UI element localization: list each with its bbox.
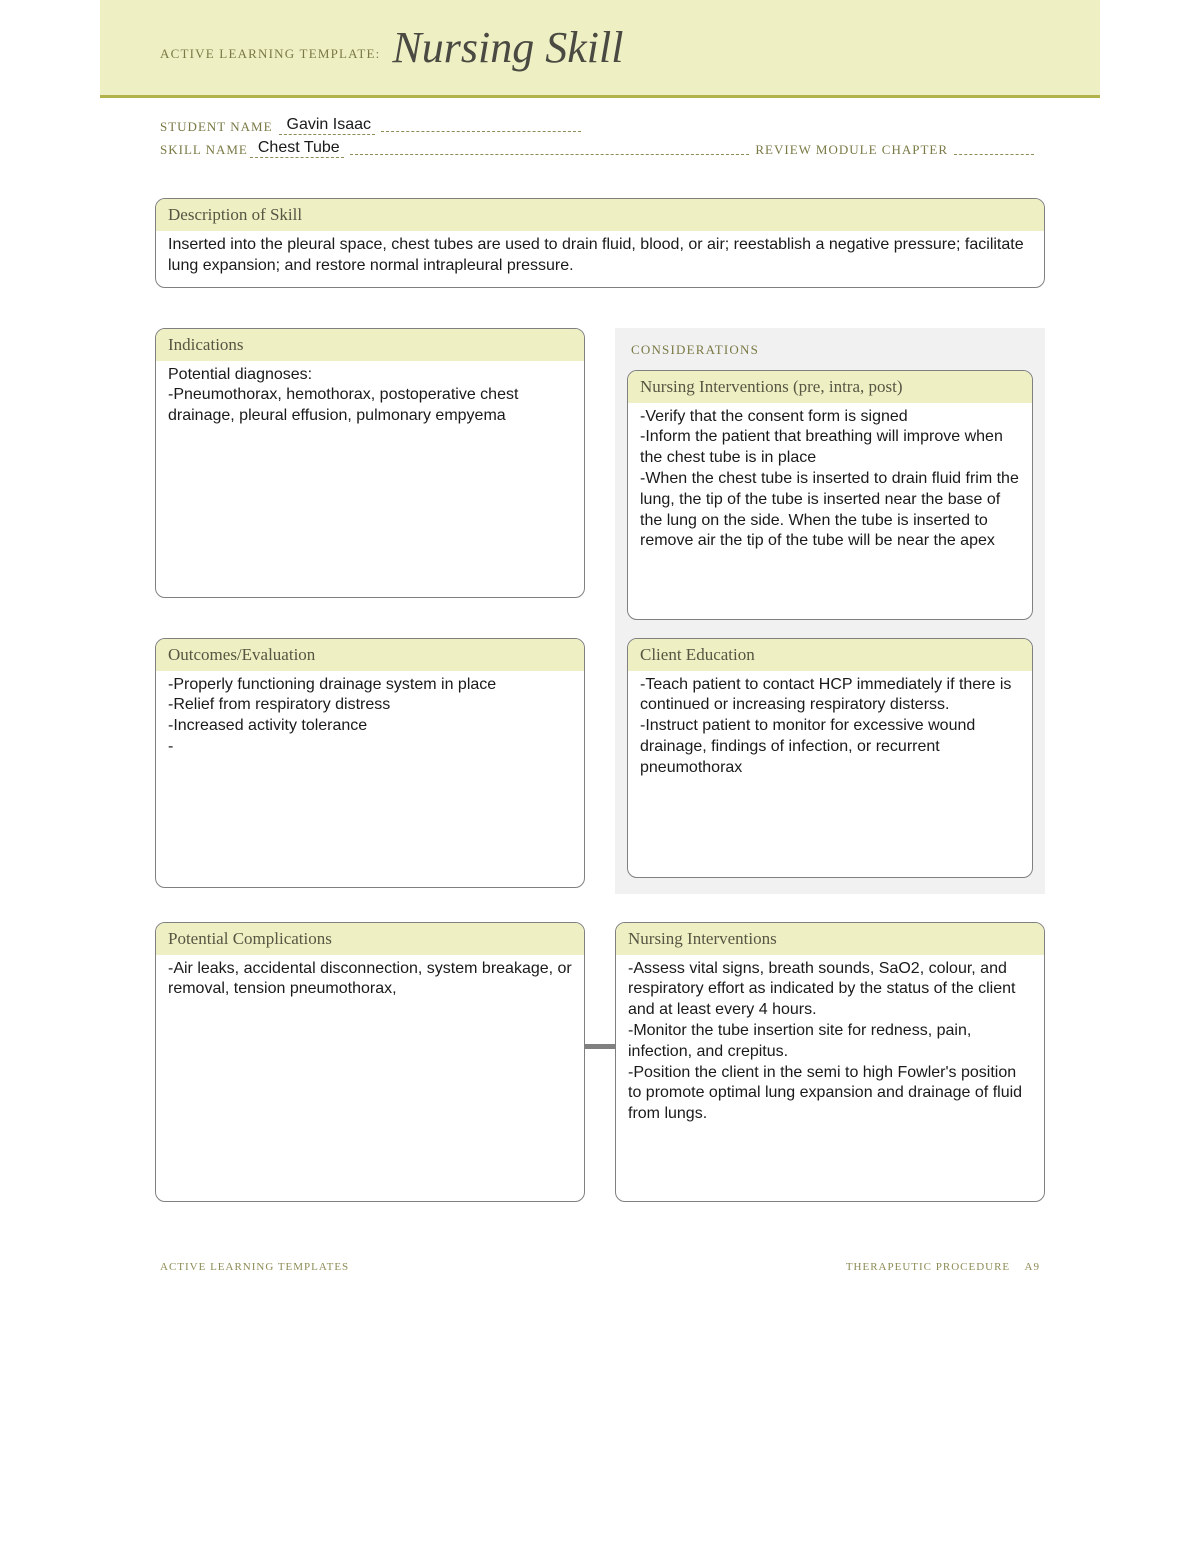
right-column: CONSIDERATIONS Nursing Interventions (pr… <box>615 328 1045 894</box>
footer-right: THERAPEUTIC PROCEDURE A9 <box>846 1261 1040 1273</box>
complications-title: Potential Complications <box>156 923 584 955</box>
nursing-interventions-title: Nursing Interventions <box>616 923 1044 955</box>
middle-row: Indications Potential diagnoses: -Pneumo… <box>155 328 1045 894</box>
indications-box: Indications Potential diagnoses: -Pneumo… <box>155 328 585 598</box>
skill-name-row: SKILL NAME Chest Tube REVIEW MODULE CHAP… <box>160 139 1040 158</box>
complications-body: -Air leaks, accidental disconnection, sy… <box>156 955 584 1011</box>
client-education-title: Client Education <box>628 639 1032 671</box>
template-page: ACTIVE LEARNING TEMPLATE: Nursing Skill … <box>100 0 1100 1295</box>
page-footer: ACTIVE LEARNING TEMPLATES THERAPEUTIC PR… <box>160 1261 1040 1273</box>
outcomes-title: Outcomes/Evaluation <box>156 639 584 671</box>
footer-left: ACTIVE LEARNING TEMPLATES <box>160 1261 349 1273</box>
description-title: Description of Skill <box>156 199 1044 231</box>
client-education-body: -Teach patient to contact HCP immediatel… <box>628 671 1032 789</box>
footer-right-label: THERAPEUTIC PROCEDURE <box>846 1261 1010 1273</box>
box-connector <box>584 1044 616 1049</box>
student-name-label: STUDENT NAME <box>160 119 273 135</box>
description-body: Inserted into the pleural space, chest t… <box>156 231 1044 287</box>
footer-page: A9 <box>1025 1261 1040 1273</box>
client-education-box: Client Education -Teach patient to conta… <box>627 638 1033 878</box>
outcomes-body: -Properly functioning drainage system in… <box>156 671 584 768</box>
considerations-label: CONSIDERATIONS <box>631 342 1033 358</box>
nursing-interventions-body: -Assess vital signs, breath sounds, SaO2… <box>616 955 1044 1135</box>
skill-name-value: Chest Tube <box>258 139 340 157</box>
review-chapter-label: REVIEW MODULE CHAPTER <box>755 142 948 158</box>
bottom-row: Potential Complications -Air leaks, acci… <box>155 922 1045 1202</box>
header-prefix: ACTIVE LEARNING TEMPLATE: <box>160 34 380 62</box>
nursing-interventions-box: Nursing Interventions -Assess vital sign… <box>615 922 1045 1202</box>
outcomes-box: Outcomes/Evaluation -Properly functionin… <box>155 638 585 888</box>
nursing-interventions-pre-body: -Verify that the consent form is signed … <box>628 403 1032 563</box>
student-name-value: Gavin Isaac <box>287 116 371 134</box>
meta-section: STUDENT NAME Gavin Isaac SKILL NAME Ches… <box>100 98 1100 158</box>
complications-box: Potential Complications -Air leaks, acci… <box>155 922 585 1202</box>
description-box: Description of Skill Inserted into the p… <box>155 198 1045 288</box>
student-name-row: STUDENT NAME Gavin Isaac <box>160 116 1040 135</box>
indications-title: Indications <box>156 329 584 361</box>
considerations-panel: CONSIDERATIONS Nursing Interventions (pr… <box>615 328 1045 894</box>
bottom-right: Nursing Interventions -Assess vital sign… <box>615 922 1045 1202</box>
content-area: Description of Skill Inserted into the p… <box>100 158 1100 1202</box>
nursing-interventions-pre-title: Nursing Interventions (pre, intra, post) <box>628 371 1032 403</box>
skill-name-label: SKILL NAME <box>160 142 248 158</box>
indications-body: Potential diagnoses: -Pneumothorax, hemo… <box>156 361 584 437</box>
nursing-interventions-pre-box: Nursing Interventions (pre, intra, post)… <box>627 370 1033 620</box>
header-banner: ACTIVE LEARNING TEMPLATE: Nursing Skill <box>100 0 1100 98</box>
header-title: Nursing Skill <box>392 22 623 73</box>
bottom-left: Potential Complications -Air leaks, acci… <box>155 922 585 1202</box>
left-column: Indications Potential diagnoses: -Pneumo… <box>155 328 585 894</box>
